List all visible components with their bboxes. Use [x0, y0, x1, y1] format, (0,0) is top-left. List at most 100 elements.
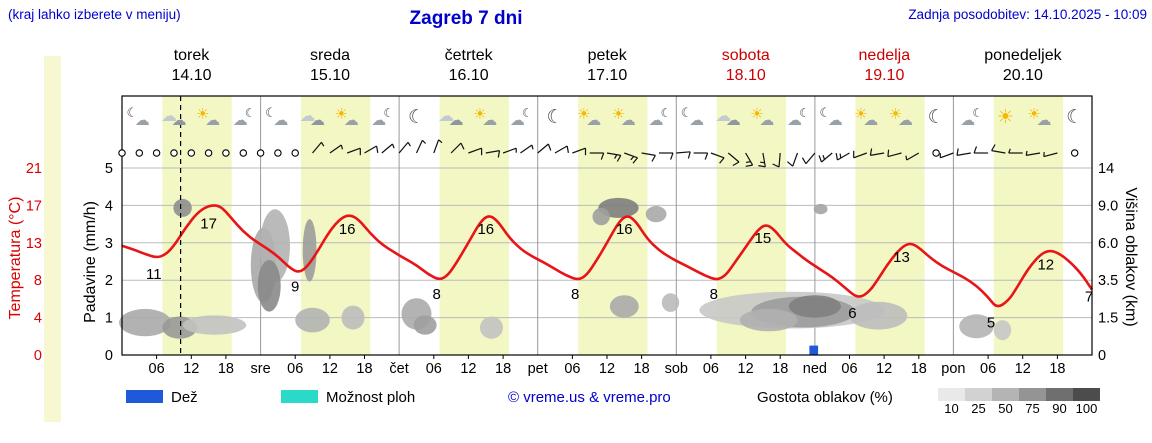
barb-shaft — [485, 150, 500, 154]
sun-cloud-glyph: ☀ — [612, 106, 625, 123]
moon-cloud-glyph: ☾ — [681, 105, 693, 120]
barb-feather — [391, 143, 395, 149]
calm-wind-circle — [152, 149, 161, 157]
cloud-glyph: ☁ — [300, 108, 316, 125]
cloud-height-tick-label: 9.0 — [1098, 198, 1118, 214]
hour-label: 12 — [460, 361, 476, 377]
temp-point-label: 8 — [710, 286, 718, 303]
barb-shaft — [870, 152, 885, 156]
calm-wind-circle — [204, 149, 213, 157]
left-accent-strip — [44, 56, 61, 422]
weather-icon-moon-cloud: ☾☁ — [819, 105, 842, 129]
precip-tick-label: 4 — [105, 198, 113, 214]
temp-point-label: 16 — [477, 221, 494, 238]
barb-shaft — [520, 144, 533, 154]
day-date: 18.10 — [725, 67, 766, 84]
wind-barb — [468, 147, 483, 156]
barb-shaft — [853, 152, 868, 159]
temp-tick-label: 0 — [34, 348, 42, 364]
wind-barb — [415, 139, 427, 154]
sun-cloud-glyph: ☀ — [889, 106, 902, 123]
temp-tick-label: 21 — [26, 161, 42, 177]
calm-wind-circle — [187, 149, 196, 157]
cloud-density-swatch — [965, 388, 992, 401]
barb-shaft — [433, 139, 440, 154]
sun-cloud-glyph: ☀ — [196, 106, 209, 123]
calm-wind-circle — [239, 149, 248, 157]
cloud-height-tick-label: 6.0 — [1098, 236, 1118, 252]
day-header-četrtek: četrtek 16.10 — [399, 46, 538, 86]
hour-label: 18 — [356, 361, 372, 377]
temp-tick-label: 17 — [26, 198, 42, 214]
barb-feather — [745, 164, 753, 167]
weather-icon-cloud-moon: ☾☁ — [371, 106, 394, 129]
day-abbrev-label: sob — [665, 361, 688, 377]
wind-barb — [624, 152, 638, 164]
temp-point-label: 8 — [433, 286, 441, 303]
hour-label: 18 — [634, 361, 650, 377]
weather-icon-sun-cloud: ☀☁ — [612, 106, 636, 129]
moon-glyph: ☾ — [1066, 107, 1083, 128]
day-header-sreda: sreda 15.10 — [261, 46, 400, 86]
hour-label: 12 — [599, 361, 615, 377]
barb-shaft — [312, 141, 322, 154]
cloud-cover-blobs — [119, 197, 1012, 341]
barb-feather — [616, 155, 622, 162]
cloud-density-swatch — [1046, 388, 1073, 401]
sun-cloud-glyph: ☀ — [334, 106, 347, 123]
sun-cloud-glyph: ☁ — [863, 112, 878, 129]
last-updated: Zadnja posodobitev: 14.10.2025 - 10:09 — [908, 7, 1147, 22]
page-title: Zagreb 7 dni — [409, 8, 523, 29]
cloud-density-step-10: 10 — [938, 388, 965, 416]
weather-icon-cloud-moon: ☾☁ — [510, 106, 533, 129]
hour-label: 06 — [564, 361, 580, 377]
barb-shaft — [940, 152, 954, 159]
cloud-moon-glyph: ☁ — [787, 112, 802, 129]
weather-icon-sun-cloud: ☀☁ — [473, 106, 497, 129]
wind-barb — [693, 152, 709, 160]
weather-icon-sun-cloud: ☀☁ — [334, 106, 358, 129]
temp-point-label: 12 — [1037, 256, 1054, 273]
temp-tick-label: 8 — [34, 273, 42, 289]
sun-cloud-glyph: ☀ — [577, 106, 590, 123]
barb-feather — [839, 153, 842, 159]
day-date: 16.10 — [448, 67, 489, 84]
cloud-blob — [739, 308, 798, 332]
moon-cloud-glyph: ☾ — [819, 105, 831, 120]
cloud-blob — [813, 203, 828, 215]
cloud-moon-glyph: ☾ — [522, 106, 533, 120]
barb-feather — [632, 157, 638, 164]
copyright-link[interactable]: © vreme.us & vreme.pro — [508, 389, 671, 406]
calm-wind-circle — [1070, 149, 1079, 157]
wind-barb — [364, 145, 379, 154]
weather-icon-sun-cloud: ☀☁ — [1027, 106, 1051, 129]
wind-barb — [329, 144, 344, 154]
sun-cloud-glyph: ☁ — [621, 112, 636, 129]
moon-cloud-glyph: ☁ — [135, 112, 150, 129]
moon-glyph: ☾ — [546, 107, 563, 128]
temperature-point-labels: 11 17 9 16 8 16 8 16 8 15 6 13 5 12 7 — [146, 215, 1093, 331]
day-abbrev-label: ned — [803, 361, 827, 377]
precip-tick-label: 0 — [105, 348, 113, 364]
barb-feather — [719, 157, 725, 164]
barb-feather — [547, 143, 552, 151]
moon-cloud-glyph: ☾ — [126, 105, 138, 120]
cloud-blob — [788, 295, 841, 318]
cloud-density-step-label: 75 — [1025, 401, 1040, 416]
barb-shaft — [641, 152, 656, 156]
barb-shaft — [346, 147, 361, 154]
barb-feather — [956, 148, 959, 156]
rain-legend-label: Dež — [171, 389, 198, 406]
day-name: ponedeljek — [984, 47, 1062, 64]
barb-feather — [801, 157, 807, 165]
day-name: sobota — [721, 47, 770, 64]
daylight-band — [162, 96, 232, 355]
temp-point-label: 11 — [146, 266, 162, 283]
barb-feather — [407, 141, 411, 147]
cloud-blob — [119, 308, 172, 337]
cloud-moon-glyph: ☁ — [649, 112, 664, 129]
weather-icons-row: ☾☁ ☁☁ ☀☁ ☾☁ ☾☁ ☁☁ ☀☁ ☾☁ ☾ ☁☁ ☀☁ ☾☁ ☾ ☀☁ ☀☁ ☾☁ ☾☁ ☁☁ ☀☁ ☾☁ ☾☁… — [126, 105, 1083, 129]
barb-feather — [758, 165, 766, 168]
weather-icon-cloud-moon: ☾☁ — [233, 106, 256, 129]
